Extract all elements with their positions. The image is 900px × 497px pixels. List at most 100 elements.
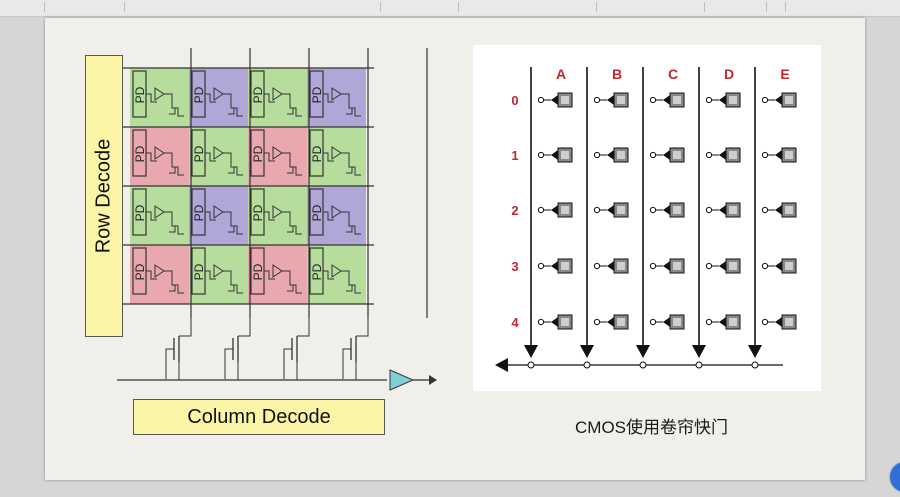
pd-label: PD <box>192 86 206 103</box>
pixel-wire <box>323 93 334 103</box>
shutter-photodiode-sheen <box>785 318 793 326</box>
pd-label: PD <box>310 86 324 103</box>
shutter-pixel-arrow-icon <box>775 261 782 271</box>
shutter-pixel-node <box>649 151 657 159</box>
pixel-cells: PD PD PD PD PD PD PD PD PD PD PD PD PD PD PD PD <box>130 68 366 304</box>
toolbar-divider <box>766 2 767 12</box>
shutter-pixel-arrow-icon <box>775 205 782 215</box>
shutter-pixel-node <box>593 206 601 214</box>
shutter-pixel-node <box>649 206 657 214</box>
shutter-pixel-node <box>593 96 601 104</box>
shutter-pixel-arrow-icon <box>775 317 782 327</box>
pixel-wire <box>169 226 176 233</box>
shutter-photodiode-sheen <box>729 151 737 159</box>
shutter-pixel-node <box>705 96 713 104</box>
pixel-amp-icon <box>331 264 342 278</box>
pixel-wire <box>287 285 294 292</box>
pixel-wire <box>146 152 157 162</box>
switch-control-wire <box>283 348 292 379</box>
pixel-wire <box>205 93 216 103</box>
pd-label: PD <box>251 204 265 221</box>
shutter-pixel-arrow-icon <box>663 205 670 215</box>
shutter-bus-node <box>695 361 703 369</box>
shutter-pixel-node <box>705 206 713 214</box>
shutter-pixel-node <box>761 262 769 270</box>
shutter-pixel-node <box>705 151 713 159</box>
shutter-pixel-node <box>761 206 769 214</box>
row-decode-block: Row Decode <box>85 55 123 337</box>
pixel-amp-icon <box>331 205 342 219</box>
pixel-amp-icon <box>154 146 165 160</box>
shutter-photodiode-sheen <box>617 318 625 326</box>
shutter-pixel-node <box>593 151 601 159</box>
pixel-wire <box>287 108 294 115</box>
shutter-column-label: C <box>668 66 678 82</box>
toolbar-divider <box>596 2 597 12</box>
shutter-left-arrow-icon <box>495 358 508 372</box>
pixel-wire <box>205 211 216 221</box>
pixel-wire <box>146 93 157 103</box>
shutter-pixel-arrow-icon <box>607 95 614 105</box>
pixel-amp-icon <box>154 87 165 101</box>
pixel-wire <box>228 226 235 233</box>
shutter-photodiode-sheen <box>673 262 681 270</box>
shutter-pixel-arrow-icon <box>551 95 558 105</box>
pixel-wire <box>287 226 294 233</box>
shutter-photodiode-sheen <box>561 151 569 159</box>
row-decode-label: Row Decode <box>92 138 115 254</box>
pixel-amp-icon <box>272 146 283 160</box>
pixel-wire <box>323 211 334 221</box>
output-arrow-icon <box>429 375 437 385</box>
shutter-pixel-arrow-icon <box>719 95 726 105</box>
pd-label: PD <box>251 263 265 280</box>
pd-label: PD <box>192 263 206 280</box>
rolling-shutter-diagram: A B C D E 0 1 2 3 4 <box>495 66 797 372</box>
shutter-photodiode-sheen <box>785 151 793 159</box>
shutter-photodiode-sheen <box>673 318 681 326</box>
rolling-shutter-figure: A B C D E 0 1 2 3 4 <box>473 45 821 391</box>
shutter-down-arrow-icon <box>524 345 538 358</box>
shutter-photodiode-sheen <box>617 151 625 159</box>
pd-label: PD <box>133 86 147 103</box>
pd-label: PD <box>310 145 324 162</box>
readout-wire <box>356 318 369 337</box>
shutter-down-arrow-icon <box>636 345 650 358</box>
pixel-wire <box>264 211 275 221</box>
shutter-pixel-node <box>593 318 601 326</box>
readout-wire <box>179 318 192 337</box>
toolbar-divider <box>380 2 381 12</box>
shutter-pixel-node <box>537 262 545 270</box>
shutter-pixel-arrow-icon <box>663 261 670 271</box>
shutter-pixel-arrow-icon <box>719 261 726 271</box>
shutter-pixel-node <box>649 262 657 270</box>
pixel-wire <box>205 270 216 280</box>
shutter-photodiode-sheen <box>673 206 681 214</box>
shutter-pixel-node <box>761 151 769 159</box>
toolbar-divider <box>704 2 705 12</box>
readout-wire <box>297 318 310 337</box>
shutter-pixel-arrow-icon <box>607 261 614 271</box>
shutter-bus-node <box>751 361 759 369</box>
floating-action-button[interactable] <box>890 462 900 492</box>
pixel-amp-icon <box>213 264 224 278</box>
sensor-array-diagram: PD PD PD PD PD PD PD PD PD PD PD PD PD PD PD PD <box>117 48 437 391</box>
shutter-photodiode-sheen <box>785 96 793 104</box>
shutter-pixel-node <box>649 96 657 104</box>
shutter-photodiode-sheen <box>561 206 569 214</box>
pixel-wire <box>205 152 216 162</box>
switch-control-wire <box>224 348 233 379</box>
shutter-photodiode-sheen <box>617 206 625 214</box>
shutter-photodiode-sheen <box>729 206 737 214</box>
output-amplifier-icon <box>389 369 415 391</box>
pixel-wire <box>287 167 294 174</box>
pd-label: PD <box>133 204 147 221</box>
pd-label: PD <box>251 145 265 162</box>
pixel-grid-lines <box>120 48 428 318</box>
shutter-photodiode-sheen <box>729 96 737 104</box>
pixel-amp-icon <box>154 205 165 219</box>
pixel-amp-icon <box>213 205 224 219</box>
pd-label: PD <box>310 263 324 280</box>
shutter-photodiode-sheen <box>673 151 681 159</box>
column-decode-block: Column Decode <box>133 399 385 435</box>
shutter-pixels <box>537 92 797 330</box>
